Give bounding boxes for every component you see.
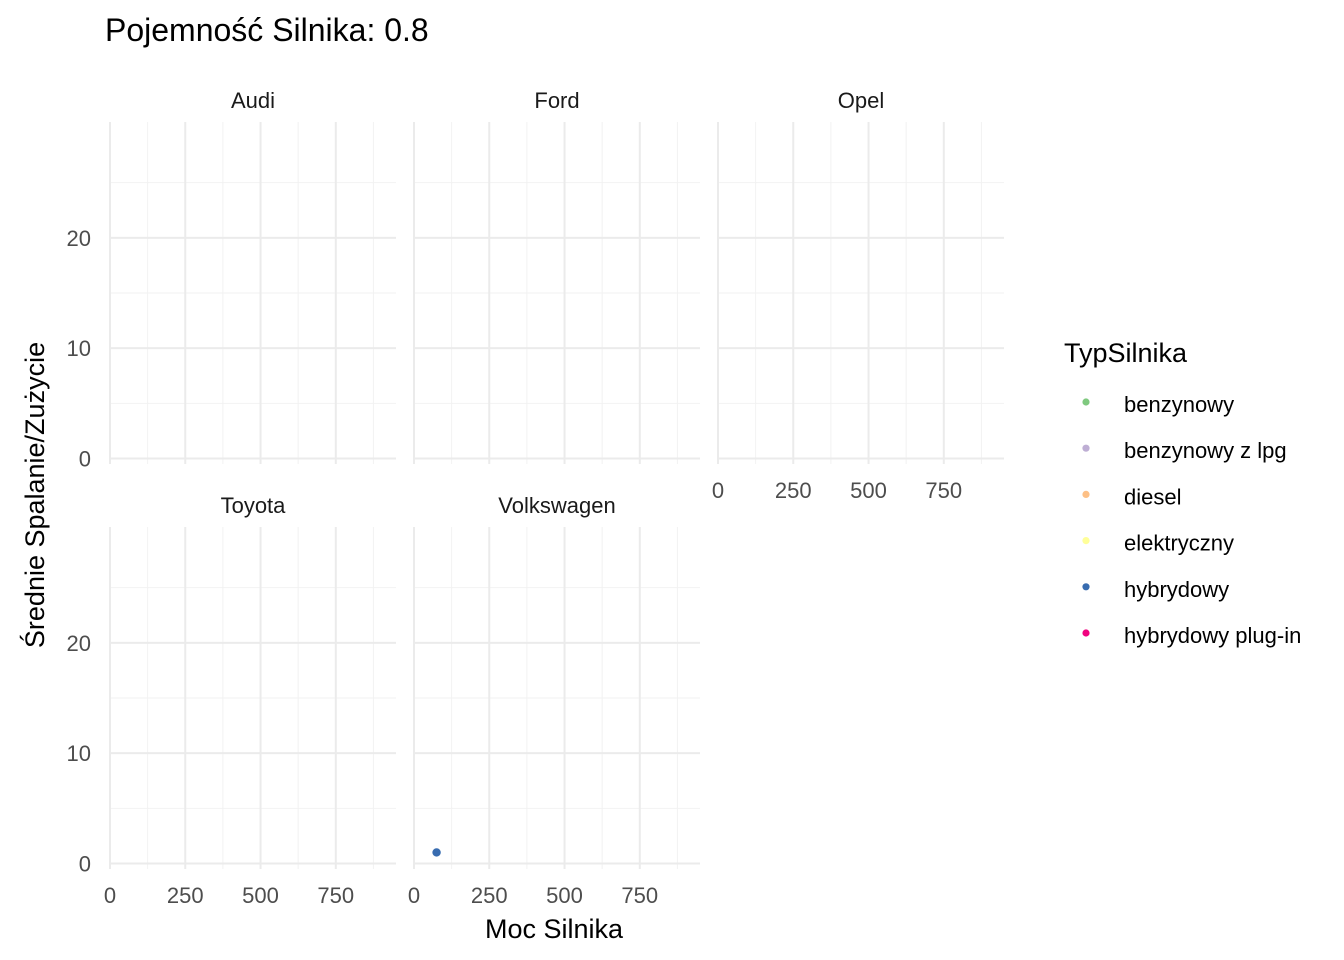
x-tick-label: 0 [408,883,420,908]
facet-panel-volkswagen: Volkswagen 0 250 500 750 [408,493,700,908]
x-tick-label: 250 [775,478,812,503]
facet-strip-label: Toyota [221,493,287,518]
x-tick-label: 250 [167,883,204,908]
facet-strip-label: Volkswagen [498,493,615,518]
facet-panel-audi: Audi 0 10 20 [67,88,396,471]
legend-label-hybrydowy: hybrydowy [1124,577,1229,602]
y-tick-label: 10 [67,741,91,766]
x-tick-label: 750 [925,478,962,503]
x-tick-label: 250 [471,883,508,908]
x-tick-label: 500 [546,883,583,908]
x-tick-label: 0 [712,478,724,503]
legend-label-elektryczny: elektryczny [1124,531,1234,556]
legend-key-elektryczny [1082,537,1090,545]
y-tick-label: 0 [79,851,91,876]
y-axis-title: Średnie Spalanie/Zużycie [18,342,50,648]
legend-title: TypSilnika [1064,338,1188,368]
facet-panels: Audi 0 10 20 Ford Opel 0 250 500 750 Toyota 0 10 20 0 2… [67,88,1004,908]
y-tick-label: 20 [67,631,91,656]
facet-panel-ford: Ford [413,88,700,464]
facet-panel-toyota: Toyota 0 10 20 0 250 500 750 [67,493,396,908]
legend-label-benzynowy: benzynowy [1124,392,1234,417]
facet-panel-opel: Opel 0 250 500 750 [712,88,1004,503]
facet-strip-label: Ford [534,88,579,113]
x-tick-label: 0 [104,883,116,908]
y-tick-label: 20 [67,226,91,251]
x-tick-label: 500 [242,883,279,908]
legend-key-hybrydowy-plug-in [1082,629,1090,637]
legend-key-diesel [1082,490,1090,498]
legend-label-benzynowy-z-lpg: benzynowy z lpg [1124,438,1287,463]
y-tick-label: 0 [79,446,91,471]
data-point [432,848,441,857]
x-tick-label: 500 [850,478,887,503]
chart-title: Pojemność Silnika: 0.8 [105,12,429,48]
legend: TypSilnika benzynowy benzynowy z lpg diese… [1064,338,1301,648]
facet-strip-label: Audi [231,88,275,113]
legend-key-benzynowy [1082,398,1090,406]
legend-key-hybrydowy [1082,583,1090,591]
x-axis-title: Moc Silnika [485,914,624,944]
facet-strip-label: Opel [838,88,884,113]
legend-label-diesel: diesel [1124,484,1181,509]
legend-key-benzynowy-z-lpg [1082,444,1090,452]
y-tick-label: 10 [67,336,91,361]
legend-label-hybrydowy-plug-in: hybrydowy plug-in [1124,623,1301,648]
x-tick-label: 750 [317,883,354,908]
x-tick-label: 750 [621,883,658,908]
